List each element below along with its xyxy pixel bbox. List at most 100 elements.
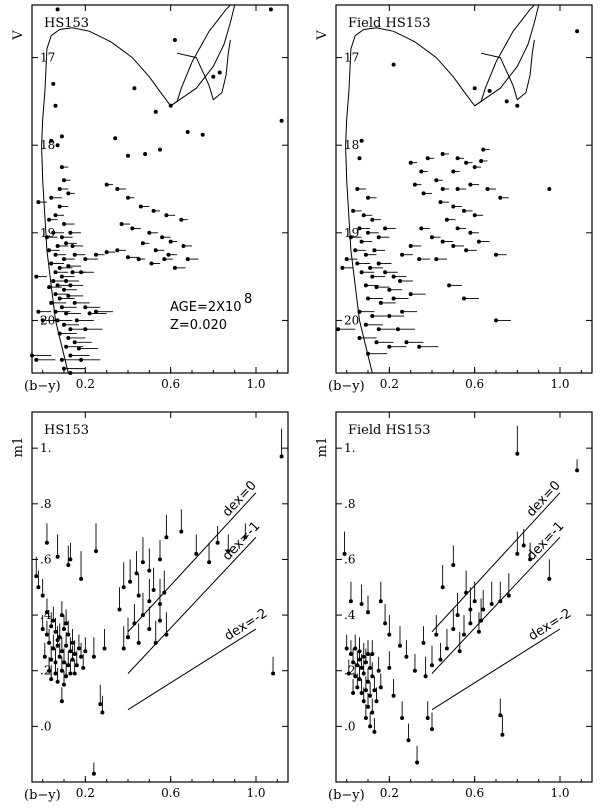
data-point xyxy=(168,239,173,244)
data-point xyxy=(494,318,498,323)
data-point xyxy=(366,230,370,235)
data-point xyxy=(368,693,373,698)
data-point xyxy=(271,671,276,676)
data-point xyxy=(374,699,379,704)
data-point xyxy=(64,279,69,283)
data-point xyxy=(363,322,368,327)
data-point xyxy=(351,660,356,665)
data-point xyxy=(64,344,69,349)
data-point xyxy=(55,244,60,248)
data-point xyxy=(348,652,353,656)
data-point xyxy=(217,70,222,75)
data-point xyxy=(415,760,420,765)
data-point xyxy=(68,283,73,288)
data-point xyxy=(400,252,405,257)
data-point xyxy=(147,599,152,604)
data-point xyxy=(117,607,122,612)
data-point xyxy=(464,590,469,595)
data-point xyxy=(472,165,477,170)
data-point xyxy=(130,226,135,231)
data-point xyxy=(94,549,98,554)
data-point xyxy=(370,710,375,715)
data-point xyxy=(434,178,439,183)
data-point xyxy=(59,134,64,139)
data-point xyxy=(147,230,152,235)
data-point xyxy=(49,300,54,305)
data-point xyxy=(408,244,413,248)
data-point xyxy=(49,677,54,682)
data-point xyxy=(279,118,284,123)
data-point xyxy=(162,590,167,595)
data-point xyxy=(430,727,434,732)
y-tick-label: .4 xyxy=(344,608,356,622)
data-point xyxy=(72,671,77,676)
data-point xyxy=(342,551,347,556)
panel-2: 0.2 0.6 1.0 17 18 19 20 V (b−y) Field HS153 xyxy=(315,4,593,394)
data-point xyxy=(378,599,383,604)
plot-frame xyxy=(335,4,593,374)
data-point xyxy=(59,235,64,240)
data-point xyxy=(115,187,120,191)
data-point xyxy=(66,293,71,298)
data-point xyxy=(185,257,190,262)
data-point xyxy=(447,283,452,288)
data-point xyxy=(498,195,503,200)
plot-frame xyxy=(31,411,289,783)
data-point xyxy=(361,671,366,676)
data-point xyxy=(370,217,375,222)
data-point xyxy=(417,344,422,349)
isochrone-giant-branch xyxy=(170,5,236,107)
data-point xyxy=(344,257,349,262)
data-point xyxy=(64,643,69,648)
data-point xyxy=(138,204,143,209)
data-point xyxy=(91,654,96,659)
data-point xyxy=(51,279,56,283)
data-point xyxy=(151,588,156,592)
data-point xyxy=(359,138,364,143)
data-point xyxy=(440,585,445,590)
data-point xyxy=(451,204,456,209)
data-point xyxy=(74,663,79,668)
y-tick-label: .0 xyxy=(344,719,355,733)
panel-1: 0.2 0.6 1.017181920V(b−y)HS153AGE=2X108Z=0… xyxy=(11,4,289,394)
data-point xyxy=(66,632,71,637)
data-point xyxy=(376,327,381,332)
data-point xyxy=(147,627,152,631)
data-point xyxy=(455,187,460,191)
data-point xyxy=(36,200,41,205)
data-point xyxy=(353,248,358,253)
data-point xyxy=(355,663,360,668)
x-axis-label: (b−y) xyxy=(24,379,61,394)
data-point xyxy=(59,649,64,654)
age-exponent: 8 xyxy=(244,292,252,307)
data-point xyxy=(376,235,381,240)
data-point xyxy=(57,654,62,659)
data-point xyxy=(383,270,388,275)
data-point xyxy=(361,699,366,704)
data-point xyxy=(468,230,473,235)
isochrone-blue-loop xyxy=(176,39,231,101)
data-point xyxy=(40,593,45,598)
data-point xyxy=(425,156,430,161)
data-point xyxy=(440,187,445,191)
data-point xyxy=(62,660,66,665)
data-point xyxy=(44,632,49,637)
data-point xyxy=(64,311,69,316)
data-point xyxy=(404,654,409,659)
y-tick-label: 17 xyxy=(40,51,55,65)
data-point xyxy=(76,346,81,351)
metallicity-line xyxy=(127,492,257,633)
data-point xyxy=(481,607,486,612)
data-point xyxy=(547,187,552,191)
data-point xyxy=(83,649,88,654)
x-tick-label: 0.6 xyxy=(465,786,484,800)
data-point xyxy=(136,593,141,598)
y-tick-label: 1. xyxy=(40,441,51,455)
data-point xyxy=(149,261,154,266)
data-point xyxy=(515,451,520,456)
data-point xyxy=(172,38,177,42)
data-point xyxy=(36,585,41,590)
data-point xyxy=(94,252,98,257)
data-point xyxy=(140,613,145,618)
y-tick-label: .8 xyxy=(344,497,355,511)
